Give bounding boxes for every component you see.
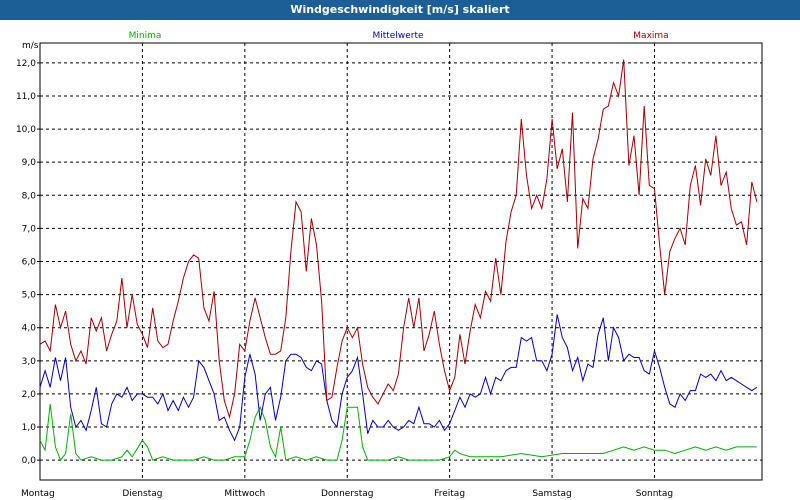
series-line-minima [39,403,757,462]
x-tick-weekday: Dienstag [122,489,162,499]
y-tick-label: 7,0 [22,224,37,234]
x-axis: Montag16.03.20Dienstag17.03.20Mittwoch18… [21,489,673,499]
x-tick-weekday: Sonntag [636,489,673,499]
x-tick-weekday: Donnerstag [321,489,374,499]
series-line-mittelwerte [39,314,758,442]
legend-entry-maxima: Maxima [633,31,668,41]
x-tick-weekday: Mittwoch [224,489,265,499]
wind-speed-chart: 0,0 1,0 2,0 3,0 4,0 5,0 6,0 7,0 8,0 9,0 10,0 11,0 12… [16,31,763,499]
x-tick-weekday: Samstag [532,489,571,499]
y-tick-label: 12,0 [16,59,36,69]
y-tick-label: 4,0 [22,324,37,334]
y-tick-label: 9,0 [22,158,37,168]
legend-entry-mittelwerte: Mittelwerte [372,31,423,41]
y-axis: 0,0 1,0 2,0 3,0 4,0 5,0 6,0 7,0 8,0 9,0 10,0 11,0 12… [16,59,40,466]
series-lines [39,59,758,462]
y-axis-label: m/s [22,41,39,51]
legend: Minima Mittelwerte Maxima [129,31,669,41]
series-line-maxima [39,59,758,420]
y-tick-label: 11,0 [16,92,36,102]
y-tick-label: 6,0 [22,258,37,268]
y-tick-label: 0,0 [22,456,37,466]
y-tick-label: 3,0 [22,357,37,367]
chart-title: Windgeschwindigkeit [m/s] skaliert [0,0,800,20]
y-tick-label: 10,0 [16,125,36,135]
y-tick-label: 5,0 [22,291,37,301]
y-tick-label: 1,0 [22,423,37,433]
x-tick-weekday: Montag [21,489,55,499]
grid [40,43,762,480]
y-tick-label: 8,0 [22,191,37,201]
y-tick-label: 2,0 [22,390,37,400]
legend-entry-minima: Minima [129,31,162,41]
x-tick-weekday: Freitag [434,489,465,499]
